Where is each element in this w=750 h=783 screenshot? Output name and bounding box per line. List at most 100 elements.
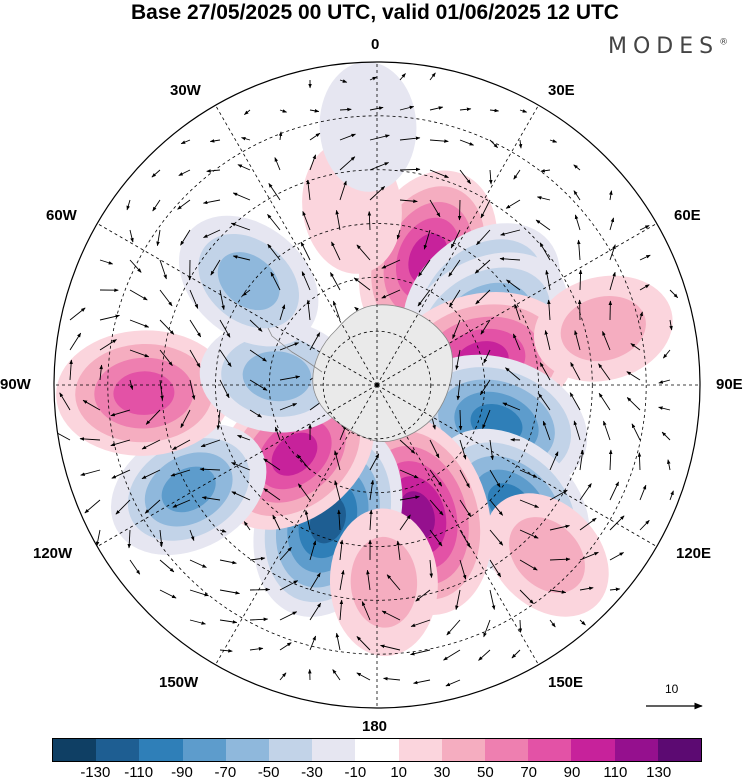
- wind-vector: [219, 529, 227, 533]
- wind-vector: [95, 529, 101, 547]
- wind-vector: [366, 569, 371, 591]
- wind-vector: [459, 439, 467, 460]
- chart-title: Base 27/05/2025 00 UTC, valid 01/06/2025…: [131, 1, 619, 24]
- wind-vector: [219, 559, 237, 565]
- wind-vector: [456, 379, 461, 401]
- latitude-circle: [107, 115, 647, 655]
- wind-vector: [178, 169, 191, 176]
- brand-mark: ®: [719, 37, 729, 48]
- wind-vector: [300, 241, 311, 261]
- wind-vector: [219, 379, 230, 399]
- wind-vector: [99, 339, 117, 351]
- wind-vector: [309, 540, 317, 561]
- colorbar-segment: [139, 739, 183, 761]
- wind-vector: [483, 619, 491, 638]
- wind-vector: [99, 259, 114, 265]
- colorbar-tick-label: -10: [344, 764, 367, 781]
- brand-logo: MODES®: [608, 34, 728, 59]
- wind-vector: [667, 459, 671, 471]
- wind-vector: [573, 420, 581, 441]
- wind-vector: [159, 319, 175, 335]
- wind-vector: [242, 289, 251, 297]
- wind-vector: [429, 106, 444, 111]
- wind-vector: [542, 420, 551, 441]
- colorbar-segment: [96, 739, 140, 761]
- south-pole-marker: [375, 383, 379, 387]
- wind-vector: [331, 241, 341, 261]
- wind-vector: [549, 619, 556, 628]
- wind-vector: [309, 572, 321, 591]
- wind-vector: [579, 483, 592, 501]
- wind-vector: [263, 488, 281, 501]
- wind-vector: [129, 559, 141, 575]
- wind-vector: [267, 214, 281, 231]
- wind-vector: [129, 229, 134, 243]
- wind-vector: [545, 269, 551, 291]
- wind-vector: [249, 617, 269, 622]
- wind-vector: [489, 108, 500, 113]
- wind-vector: [270, 271, 281, 291]
- wind-vector: [475, 289, 491, 305]
- latitude-circle: [215, 223, 539, 547]
- anomaly-contour: [242, 351, 312, 402]
- wind-vector: [177, 199, 191, 210]
- wind-vector: [579, 517, 597, 531]
- wind-vector: [499, 257, 521, 261]
- wind-vector: [450, 229, 461, 249]
- wind-vector: [369, 134, 390, 141]
- wind-vector: [399, 495, 420, 501]
- wind-vector: [367, 211, 372, 231]
- wind-vector: [549, 489, 568, 501]
- wind-vector: [570, 362, 581, 381]
- colorbar-tick-label: -70: [214, 764, 237, 781]
- latitude-circle: [322, 330, 432, 440]
- wind-vector: [459, 139, 475, 146]
- wind-vector: [279, 342, 300, 351]
- wind-vector: [505, 199, 521, 209]
- wind-vector: [445, 679, 461, 687]
- colorbar-segment: [571, 739, 615, 761]
- wind-vector: [459, 469, 470, 488]
- colorbar-segment: [657, 739, 702, 761]
- colorbar-segment: [528, 739, 572, 761]
- wind-vector: [661, 431, 671, 441]
- wind-vector: [309, 332, 321, 351]
- wind-vector: [279, 611, 298, 621]
- wind-vector: [141, 439, 161, 450]
- wind-vector: [429, 559, 434, 579]
- wind-vector: [279, 304, 286, 321]
- wind-vector: [334, 480, 341, 501]
- wind-vector: [274, 157, 281, 171]
- wind-vector: [110, 409, 131, 417]
- wind-vector: [99, 314, 120, 321]
- wind-vector: [598, 392, 611, 411]
- wind-vector: [180, 409, 191, 429]
- wind-vector: [639, 284, 650, 291]
- wind-vector: [519, 589, 534, 605]
- wind-vector: [279, 109, 288, 113]
- wind-vector: [189, 559, 207, 568]
- wind-vector: [201, 496, 221, 501]
- wind-vector: [502, 402, 521, 411]
- wind-vector: [519, 499, 540, 508]
- wind-vector: [626, 397, 641, 411]
- wind-vector: [482, 409, 491, 430]
- wind-vector: [84, 499, 101, 514]
- wind-vector: [577, 239, 581, 261]
- wind-vector: [159, 559, 175, 573]
- wind-vector: [630, 343, 641, 351]
- lon-label-30e: 30E: [548, 82, 575, 99]
- wind-vector: [369, 162, 390, 171]
- wind-vector: [219, 649, 233, 653]
- wind-vector: [513, 169, 521, 180]
- anomaly-contour: [560, 296, 646, 362]
- wind-vector: [512, 333, 521, 351]
- wind-vector: [474, 259, 491, 274]
- wind-vector: [455, 349, 461, 371]
- wind-vector: [639, 484, 647, 501]
- wind-vector: [219, 319, 231, 338]
- wind-vector: [423, 229, 431, 250]
- wind-vector: [519, 109, 528, 113]
- wind-vector: [306, 179, 311, 201]
- wind-vector: [279, 403, 298, 411]
